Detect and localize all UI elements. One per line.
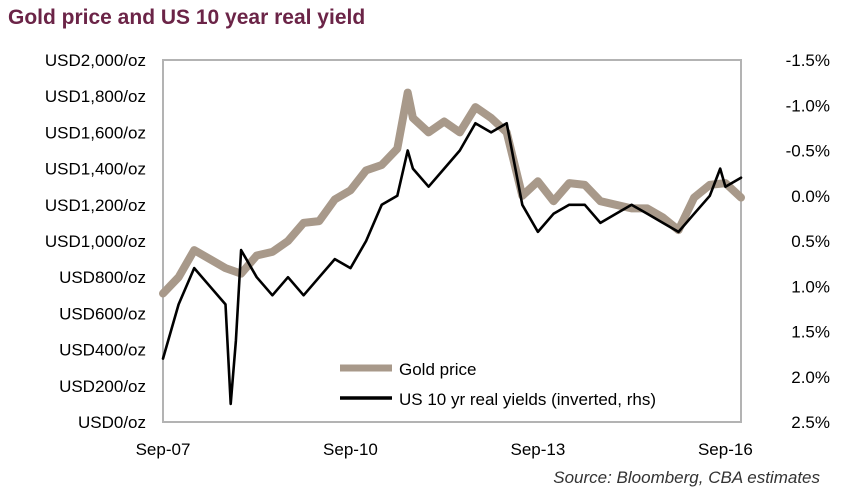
right-tick-label: 0.0% [791,187,830,206]
legend-label-gold: Gold price [399,360,476,379]
right-tick-label: -1.5% [786,51,830,70]
legend: Gold price US 10 yr real yields (inverte… [340,360,656,409]
left-tick-label: USD1,600/oz [45,123,146,142]
x-tick-label: Sep-13 [511,440,566,459]
right-tick-label: 2.5% [791,413,830,432]
left-tick-label: USD1,800/oz [45,87,146,106]
right-tick-label: 0.5% [791,232,830,251]
gold-price-line [159,88,745,298]
source-note: Source: Bloomberg, CBA estimates [553,468,820,487]
left-tick-label: USD400/oz [59,341,146,360]
left-tick-label: USD1,000/oz [45,232,146,251]
legend-label-yield: US 10 yr real yields (inverted, rhs) [399,390,656,409]
plot-frame [162,59,742,423]
left-axis: USD0/oz USD200/oz USD400/oz USD600/oz USD800… [45,51,146,432]
left-tick-label: USD0/oz [78,413,146,432]
right-tick-label: -0.5% [786,142,830,161]
chart-title: Gold price and US 10 year real yield [8,6,366,29]
right-axis: -1.5% -1.0% -0.5% 0.0% 0.5% 1.0% 1.5% 2.0% 2.5% [786,51,830,432]
chart-canvas: USD0/oz USD200/oz USD400/oz USD600/oz USD800… [45,51,830,459]
series-layer [159,88,745,406]
right-tick-label: 2.0% [791,368,830,387]
left-tick-label: USD1,200/oz [45,196,146,215]
right-tick-label: -1.0% [786,96,830,115]
x-axis: Sep-07 Sep-10 Sep-13 Sep-16 [136,440,753,459]
left-tick-label: USD600/oz [59,304,146,323]
left-tick-label: USD200/oz [59,377,146,396]
x-tick-label: Sep-10 [323,440,378,459]
x-tick-label: Sep-16 [698,440,753,459]
left-tick-label: USD2,000/oz [45,51,146,70]
real-yield-line [161,122,743,406]
left-tick-label: USD800/oz [59,268,146,287]
x-tick-label: Sep-07 [136,440,191,459]
left-tick-label: USD1,400/oz [45,160,146,179]
right-tick-label: 1.0% [791,277,830,296]
right-tick-label: 1.5% [791,323,830,342]
